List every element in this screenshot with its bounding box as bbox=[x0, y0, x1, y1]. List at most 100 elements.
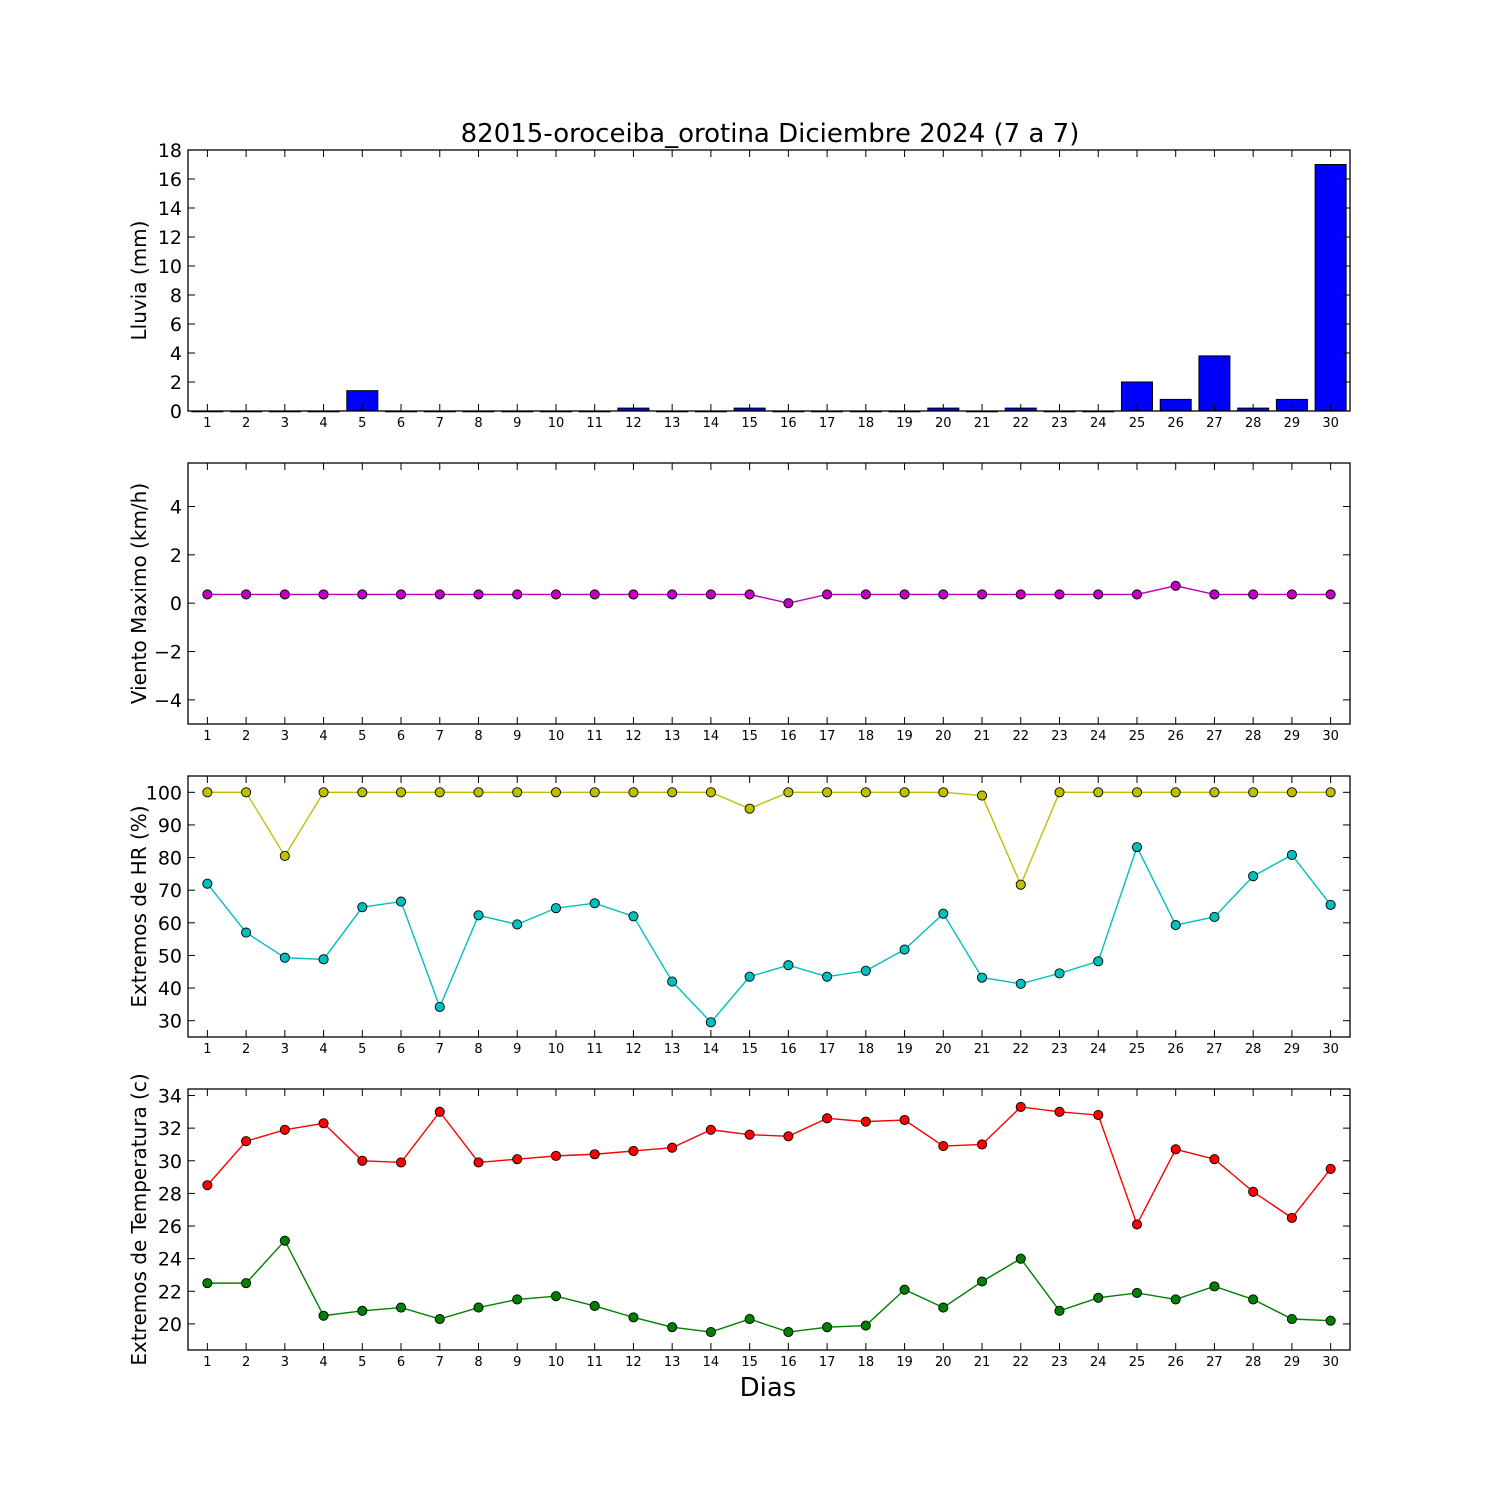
humidity-series-1-point-day-9 bbox=[512, 919, 523, 930]
wind-series-0-point-day-10 bbox=[550, 589, 562, 600]
temperature-xtick-label-day-1: 1 bbox=[203, 1355, 211, 1370]
temperature-series-1-point-day-5 bbox=[357, 1305, 368, 1316]
rain-xtick-label-day-4: 4 bbox=[319, 416, 327, 431]
rain-xtick-label-day-30: 30 bbox=[1322, 416, 1339, 431]
rain-bar-day-27 bbox=[1198, 355, 1231, 412]
wind-series-0-point-day-13 bbox=[667, 589, 678, 600]
humidity-series-1-point-day-20 bbox=[938, 908, 949, 919]
humidity-xtick-label-day-25: 25 bbox=[1129, 1042, 1146, 1057]
humidity-xtick-label-day-16: 16 bbox=[780, 1042, 797, 1057]
temperature-ytick-label: 28 bbox=[158, 1183, 182, 1205]
wind-series-0-point-day-20 bbox=[938, 589, 949, 600]
humidity-series-0-point-day-23 bbox=[1054, 787, 1065, 798]
rain-xtick-label-day-15: 15 bbox=[741, 416, 758, 431]
temperature-series-0-point-day-13 bbox=[667, 1142, 678, 1153]
wind-series-0-point-day-21 bbox=[976, 589, 988, 600]
wind-ytick-label: 4 bbox=[170, 497, 182, 519]
humidity-series-0-point-day-30 bbox=[1325, 787, 1336, 798]
temperature-series-0-line bbox=[206, 1106, 1332, 1227]
temperature-series-1-point-day-17 bbox=[822, 1322, 833, 1333]
wind-xtick-label-day-27: 27 bbox=[1206, 729, 1223, 744]
rain-xtick-label-day-22: 22 bbox=[1012, 416, 1029, 431]
rain-xtick-label-day-9: 9 bbox=[513, 416, 521, 431]
wind-series-0-point-day-11 bbox=[589, 589, 600, 600]
temperature-series-0-point-day-17 bbox=[822, 1113, 833, 1124]
wind-xtick-label-day-14: 14 bbox=[703, 729, 720, 744]
humidity-series-1-point-day-17 bbox=[822, 971, 833, 982]
humidity-xtick-label-day-26: 26 bbox=[1167, 1042, 1184, 1057]
rain-xtick-label-day-1: 1 bbox=[203, 416, 211, 431]
rain-ytick-label: 8 bbox=[170, 285, 182, 307]
wind-xtick-label-day-26: 26 bbox=[1167, 729, 1184, 744]
wind-series-0-point-day-3 bbox=[279, 589, 290, 600]
humidity-series-1-point-day-8 bbox=[473, 910, 484, 921]
wind-xtick-label-day-30: 30 bbox=[1322, 729, 1339, 744]
humidity-series-0-point-day-9 bbox=[512, 787, 523, 798]
wind-series-0-point-day-12 bbox=[628, 589, 639, 600]
humidity-ytick-label: 70 bbox=[158, 880, 182, 902]
humidity-xtick-label-day-14: 14 bbox=[703, 1042, 720, 1057]
temperature-series-1-point-day-11 bbox=[589, 1300, 600, 1312]
temperature-series-1-point-day-1 bbox=[202, 1278, 213, 1289]
wind-ytick-label: −4 bbox=[154, 690, 182, 712]
humidity-series-0-point-day-1 bbox=[202, 787, 213, 798]
temperature-xtick-label-day-11: 11 bbox=[586, 1355, 603, 1370]
wind-xtick-label-day-3: 3 bbox=[281, 729, 289, 744]
wind-xtick-label-day-1: 1 bbox=[203, 729, 211, 744]
temperature-series-0-point-day-9 bbox=[512, 1154, 523, 1165]
temperature-xtick-label-day-12: 12 bbox=[625, 1355, 642, 1370]
humidity-series-0-line bbox=[207, 791, 1331, 887]
temperature-series-0-point-day-14 bbox=[705, 1124, 716, 1135]
wind-xtick-label-day-29: 29 bbox=[1284, 729, 1301, 744]
rain-ytick-label: 10 bbox=[158, 256, 182, 278]
wind-series-0-point-day-15 bbox=[744, 589, 755, 600]
humidity-series-0-point-day-25 bbox=[1131, 787, 1143, 798]
wind-series-0-point-day-5 bbox=[357, 589, 368, 600]
rain-xtick-label-day-17: 17 bbox=[819, 416, 836, 431]
temperature-series-1-point-day-25 bbox=[1131, 1287, 1143, 1298]
wind-series-0-point-day-4 bbox=[318, 589, 329, 600]
rain-xtick-label-day-14: 14 bbox=[703, 416, 720, 431]
rain-xtick-label-day-20: 20 bbox=[935, 416, 952, 431]
wind-xtick-label-day-13: 13 bbox=[664, 729, 681, 744]
wind-y-axis-label: Viento Maximo (km/h) bbox=[127, 483, 151, 704]
humidity-xtick-label-day-10: 10 bbox=[548, 1042, 565, 1057]
temperature-ytick-label: 32 bbox=[158, 1118, 182, 1140]
temperature-series-0-point-day-5 bbox=[357, 1155, 368, 1166]
temperature-xtick-label-day-26: 26 bbox=[1167, 1355, 1184, 1370]
humidity-series-0-point-day-22 bbox=[1015, 879, 1026, 890]
humidity-series-1-point-day-28 bbox=[1248, 871, 1259, 882]
temperature-series-0-point-day-10 bbox=[550, 1150, 562, 1161]
rain-xtick-label-day-26: 26 bbox=[1167, 416, 1184, 431]
humidity-series-1-point-day-19 bbox=[899, 944, 910, 955]
humidity-series-1-point-day-30 bbox=[1325, 899, 1336, 910]
humidity-series-0-point-day-10 bbox=[550, 787, 562, 798]
humidity-series-0-point-day-12 bbox=[628, 787, 639, 798]
rain-ytick-label: 18 bbox=[158, 140, 182, 162]
temperature-series-0-point-day-21 bbox=[976, 1139, 988, 1150]
temperature-series-0-point-day-12 bbox=[628, 1145, 639, 1157]
temperature-series-0-point-day-27 bbox=[1209, 1154, 1220, 1165]
temperature-series-0-point-day-8 bbox=[473, 1157, 484, 1168]
humidity-xtick-label-day-24: 24 bbox=[1090, 1042, 1107, 1057]
humidity-ytick-label: 30 bbox=[158, 1011, 182, 1033]
humidity-series-1-point-day-5 bbox=[357, 902, 368, 913]
rain-ytick-label: 6 bbox=[170, 314, 182, 336]
rain-xtick-label-day-3: 3 bbox=[281, 416, 289, 431]
humidity-series-0-point-day-4 bbox=[318, 787, 329, 798]
temperature-series-0-point-day-1 bbox=[202, 1180, 213, 1191]
figure-title: 82015-oroceiba_orotina Diciembre 2024 (7… bbox=[461, 119, 1080, 149]
wind-series-0-line bbox=[207, 585, 1331, 604]
temperature-series-0-point-day-11 bbox=[589, 1149, 600, 1160]
rain-xtick-label-day-13: 13 bbox=[664, 416, 681, 431]
temperature-series-0-point-day-23 bbox=[1054, 1106, 1065, 1117]
rain-ytick-label: 12 bbox=[158, 227, 182, 249]
temperature-xtick-label-day-4: 4 bbox=[319, 1355, 327, 1370]
wind-series-0-point-day-27 bbox=[1209, 589, 1220, 600]
humidity-series-0-point-day-27 bbox=[1209, 787, 1220, 798]
wind-series-0-point-day-2 bbox=[241, 589, 252, 600]
rain-xtick-label-day-23: 23 bbox=[1051, 416, 1068, 431]
humidity-xtick-label-day-22: 22 bbox=[1012, 1042, 1029, 1057]
temperature-xtick-label-day-13: 13 bbox=[664, 1355, 681, 1370]
humidity-series-0-point-day-29 bbox=[1286, 787, 1297, 798]
